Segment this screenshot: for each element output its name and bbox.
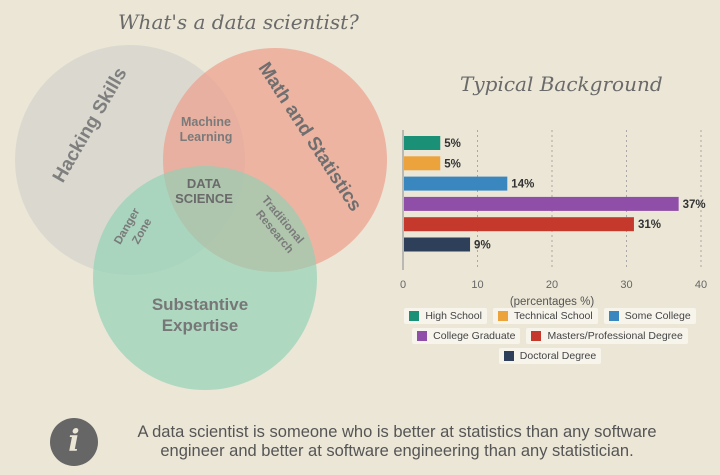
legend-label: High School: [425, 310, 482, 322]
bar-value-label: 5%: [444, 138, 461, 150]
bar-chart: 0 10 20 30 40 5% 5% 14% 37% 31% 9% (percentages %): [400, 130, 707, 308]
legend-label: Technical School: [513, 310, 593, 322]
x-tick-label: 40: [695, 279, 707, 291]
definition-text: A data scientist is someone who is bette…: [112, 423, 682, 461]
x-tick-label: 10: [471, 279, 483, 291]
bar-value-label: 9%: [474, 240, 491, 252]
chart-title: Typical Background: [460, 72, 663, 96]
x-tick-label: 0: [400, 279, 406, 291]
legend-swatch: [608, 311, 619, 321]
definition-line-1: A data scientist is someone who is bette…: [137, 423, 657, 441]
legend-swatch: [503, 351, 514, 361]
bar: [404, 196, 679, 211]
legend-item: Masters/Professional Degree: [526, 328, 688, 344]
data-science-label-1: DATA: [187, 176, 222, 191]
legend-label: Some College: [624, 310, 691, 322]
legend-item: Technical School: [492, 308, 598, 324]
bar-value-label: 5%: [444, 158, 461, 170]
legend-item: High School: [404, 308, 487, 324]
legend-swatch: [417, 331, 428, 341]
info-icon: i: [50, 418, 98, 466]
bar-value-label: 31%: [638, 219, 661, 231]
venn-diagram: Hacking Skills Math and Statistics Subst…: [15, 45, 387, 390]
legend-label: Doctoral Degree: [519, 350, 597, 362]
x-tick-label: 20: [546, 279, 558, 291]
bar-value-label: 37%: [683, 199, 706, 211]
legend-swatch: [409, 311, 420, 321]
bar: [404, 217, 634, 232]
x-tick-label: 30: [620, 279, 632, 291]
bar-value-label: 14%: [511, 179, 534, 191]
definition-line-2: engineer and better at software engineer…: [160, 442, 634, 460]
bar: [404, 156, 441, 171]
bar: [404, 136, 441, 150]
legend-label: College Graduate: [433, 330, 516, 342]
legend-item: College Graduate: [412, 328, 521, 344]
bar: [404, 237, 471, 252]
substantive-label-1: Substantive: [152, 295, 248, 314]
machine-learning-label-2: Learning: [180, 130, 233, 144]
legend-item: Doctoral Degree: [498, 348, 602, 364]
legend-label: Masters/Professional Degree: [547, 330, 683, 342]
x-axis-label: (percentages %): [510, 296, 595, 308]
substantive-label-2: Expertise: [162, 316, 239, 335]
chart-legend: High School Technical School Some College …: [400, 308, 700, 368]
venn-title: What's a data scientist?: [118, 10, 359, 34]
substantive-expertise-circle: [93, 166, 317, 390]
legend-swatch: [497, 311, 508, 321]
machine-learning-label-1: Machine: [181, 115, 231, 129]
legend-swatch: [531, 331, 542, 341]
data-science-label-2: SCIENCE: [175, 191, 233, 206]
bar: [404, 176, 508, 191]
legend-item: Some College: [603, 308, 696, 324]
